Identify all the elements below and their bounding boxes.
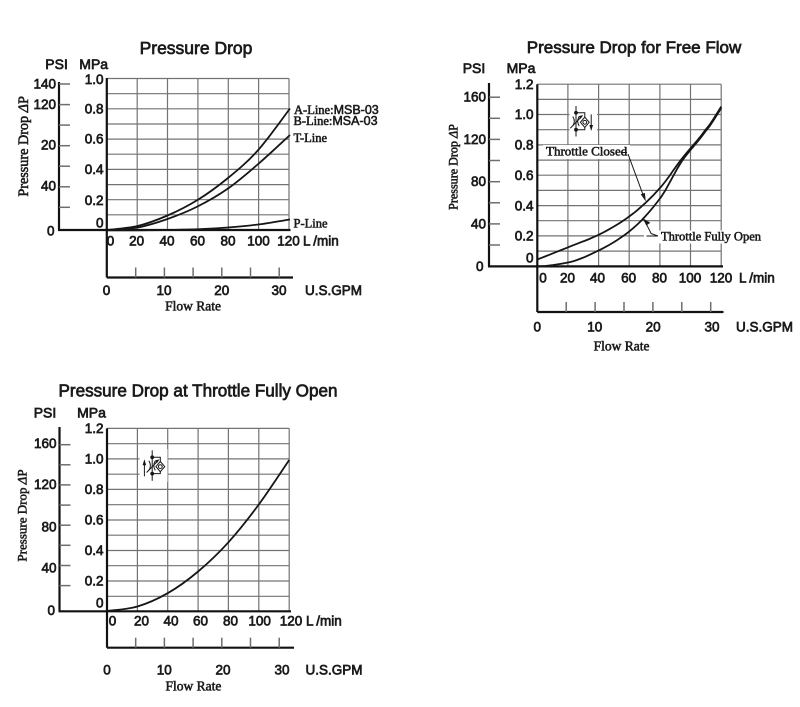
svg-text:0: 0 — [107, 234, 115, 249]
svg-text:120: 120 — [710, 270, 733, 285]
svg-text:Pressure Drop ΔP: Pressure Drop ΔP — [15, 469, 30, 561]
svg-text:L /min: L /min — [306, 613, 342, 628]
svg-text:0: 0 — [533, 320, 541, 335]
svg-text:0: 0 — [539, 270, 547, 285]
svg-text:U.S.GPM: U.S.GPM — [306, 663, 363, 678]
svg-text:100: 100 — [247, 234, 270, 249]
svg-text:10: 10 — [156, 283, 171, 298]
svg-text:10: 10 — [587, 320, 602, 335]
svg-text:A-Line:MSB-03: A-Line:MSB-03 — [294, 103, 379, 117]
svg-text:20: 20 — [560, 270, 575, 285]
svg-text:Pressure Drop ΔP: Pressure Drop ΔP — [16, 96, 32, 197]
svg-text:0: 0 — [47, 603, 55, 618]
svg-text:0.4: 0.4 — [515, 198, 534, 213]
svg-text:L /min: L /min — [303, 234, 339, 249]
svg-text:160: 160 — [463, 90, 486, 105]
svg-text:0.8: 0.8 — [515, 138, 534, 153]
svg-text:60: 60 — [190, 234, 205, 249]
svg-text:1.2: 1.2 — [85, 421, 104, 436]
svg-text:0: 0 — [96, 596, 104, 611]
svg-text:0.6: 0.6 — [85, 132, 104, 147]
svg-text:80: 80 — [41, 520, 56, 535]
svg-text:PSI: PSI — [463, 60, 486, 76]
svg-text:40: 40 — [159, 234, 174, 249]
svg-text:PSI: PSI — [45, 56, 68, 72]
svg-text:80: 80 — [220, 234, 235, 249]
svg-text:0: 0 — [109, 613, 117, 628]
svg-text:B-Line:MSA-03: B-Line:MSA-03 — [294, 114, 378, 128]
svg-text:1.0: 1.0 — [85, 452, 104, 467]
svg-text:100: 100 — [679, 270, 702, 285]
svg-text:1.0: 1.0 — [515, 107, 534, 122]
svg-text:0: 0 — [96, 215, 104, 230]
svg-text:40: 40 — [471, 216, 486, 231]
svg-text:PSI: PSI — [34, 405, 57, 421]
svg-text:MPa: MPa — [79, 56, 108, 72]
svg-text:1.2: 1.2 — [515, 77, 534, 92]
svg-text:120: 120 — [33, 97, 56, 112]
svg-text:40: 40 — [41, 561, 56, 576]
svg-text:0.2: 0.2 — [515, 229, 534, 244]
svg-text:10: 10 — [157, 663, 172, 678]
svg-text:60: 60 — [621, 270, 636, 285]
svg-text:MPa: MPa — [507, 60, 536, 76]
svg-text:120: 120 — [34, 477, 57, 492]
svg-text:30: 30 — [704, 320, 719, 335]
svg-text:60: 60 — [193, 613, 208, 628]
svg-text:20: 20 — [214, 283, 229, 298]
svg-text:T-Line: T-Line — [294, 131, 328, 145]
svg-text:1.0: 1.0 — [85, 72, 104, 87]
svg-text:80: 80 — [223, 613, 238, 628]
svg-text:100: 100 — [248, 613, 271, 628]
svg-text:Throttle Fully Open: Throttle Fully Open — [661, 230, 762, 244]
svg-text:20: 20 — [129, 234, 144, 249]
svg-text:0: 0 — [103, 663, 111, 678]
svg-text:Flow Rate: Flow Rate — [594, 339, 650, 354]
svg-text:20: 20 — [215, 663, 230, 678]
svg-text:80: 80 — [471, 174, 486, 189]
svg-text:0.8: 0.8 — [85, 482, 104, 497]
svg-text:120: 120 — [463, 132, 486, 147]
svg-text:Pressure Drop ΔP: Pressure Drop ΔP — [446, 124, 460, 210]
svg-text:U.S.GPM: U.S.GPM — [305, 283, 362, 298]
svg-text:Pressure Drop at Throttle Full: Pressure Drop at Throttle Fully Open — [58, 381, 337, 400]
svg-text:Flow Rate: Flow Rate — [165, 679, 221, 694]
svg-text:0.8: 0.8 — [85, 102, 104, 117]
svg-text:MPa: MPa — [77, 405, 106, 421]
svg-text:0.2: 0.2 — [85, 574, 104, 589]
svg-text:Pressure Drop for Free Flow: Pressure Drop for Free Flow — [527, 38, 742, 57]
svg-text:30: 30 — [271, 283, 286, 298]
svg-text:40: 40 — [41, 179, 56, 194]
svg-text:P-Line: P-Line — [294, 217, 328, 231]
svg-text:Pressure Drop: Pressure Drop — [140, 38, 253, 58]
svg-text:40: 40 — [590, 270, 605, 285]
svg-text:120: 120 — [280, 613, 303, 628]
svg-text:20: 20 — [134, 613, 149, 628]
svg-text:80: 80 — [652, 270, 667, 285]
svg-text:160: 160 — [34, 436, 57, 451]
svg-text:0: 0 — [103, 283, 111, 298]
svg-text:120: 120 — [277, 234, 300, 249]
svg-text:Throttle Closed: Throttle Closed — [546, 144, 628, 159]
svg-text:0: 0 — [476, 259, 484, 274]
svg-text:30: 30 — [274, 663, 289, 678]
svg-text:20: 20 — [41, 138, 56, 153]
svg-text:0.6: 0.6 — [85, 513, 104, 528]
svg-text:140: 140 — [33, 77, 56, 92]
svg-text:0.2: 0.2 — [85, 193, 104, 208]
svg-text:40: 40 — [163, 613, 178, 628]
svg-text:0.4: 0.4 — [85, 162, 104, 177]
svg-text:Flow Rate: Flow Rate — [165, 299, 221, 314]
svg-text:L /min: L /min — [739, 270, 775, 285]
svg-text:0: 0 — [526, 251, 534, 266]
svg-text:20: 20 — [646, 320, 661, 335]
svg-text:0.6: 0.6 — [515, 168, 534, 183]
svg-text:U.S.GPM: U.S.GPM — [736, 320, 793, 335]
svg-text:0.4: 0.4 — [85, 543, 104, 558]
svg-text:0: 0 — [47, 224, 55, 239]
